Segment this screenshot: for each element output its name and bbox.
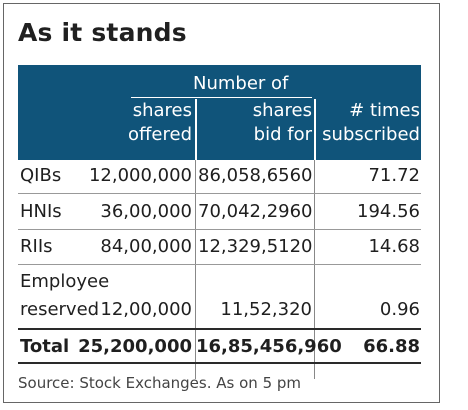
total-times: 66.88: [363, 336, 420, 357]
row-label-line2: reserved: [20, 299, 100, 320]
column-divider-1: [195, 160, 196, 379]
header-bid-line1: shares: [252, 100, 312, 121]
row-times: 194.56: [357, 201, 420, 222]
header-group-label: Number of: [193, 73, 289, 94]
total-bid: 16,85,456,960: [196, 336, 342, 357]
row-label-line1: Employee: [20, 271, 110, 292]
source-note: Source: Stock Exchanges. As on 5 pm: [18, 374, 302, 392]
header-bid-line2: bid for: [253, 124, 312, 145]
row-times: 14.68: [368, 236, 420, 257]
header-times-line1: # times: [349, 100, 420, 121]
table-bottom-rule: [18, 362, 421, 364]
row-offered: 84,00,000: [100, 236, 192, 257]
row-separator: [18, 193, 421, 194]
row-offered: 36,00,000: [100, 201, 192, 222]
row-separator: [18, 264, 421, 265]
table-card: As it stands Number of shares offered sh…: [3, 3, 440, 403]
total-label: Total: [20, 336, 70, 357]
row-times: 71.72: [368, 165, 420, 186]
total-offered: 25,200,000: [78, 336, 192, 357]
header-offered-line1: shares: [132, 100, 192, 121]
row-times: 0.96: [379, 299, 420, 320]
row-label: HNIs: [20, 201, 62, 222]
header-offered-line2: offered: [128, 124, 192, 145]
row-separator: [18, 229, 421, 230]
column-divider-2: [314, 160, 315, 379]
row-bid: 70,042,2960: [198, 201, 313, 222]
row-label: RIIs: [20, 236, 53, 257]
row-offered: 12,000,000: [88, 165, 192, 186]
header-divider-1: [195, 99, 197, 160]
row-bid: 86,058,6560: [198, 165, 313, 186]
header-times-line2: subscribed: [322, 124, 420, 145]
row-bid: 11,52,320: [220, 299, 312, 320]
table-header: Number of shares offered shares bid for …: [18, 65, 421, 160]
card-title: As it stands: [18, 18, 187, 47]
row-bid: 12,329,5120: [198, 236, 313, 257]
row-label: QIBs: [20, 165, 62, 186]
header-group-underline: [131, 97, 312, 98]
header-divider-2: [314, 99, 316, 160]
row-offered: 12,00,000: [100, 299, 192, 320]
total-separator: [18, 328, 421, 330]
